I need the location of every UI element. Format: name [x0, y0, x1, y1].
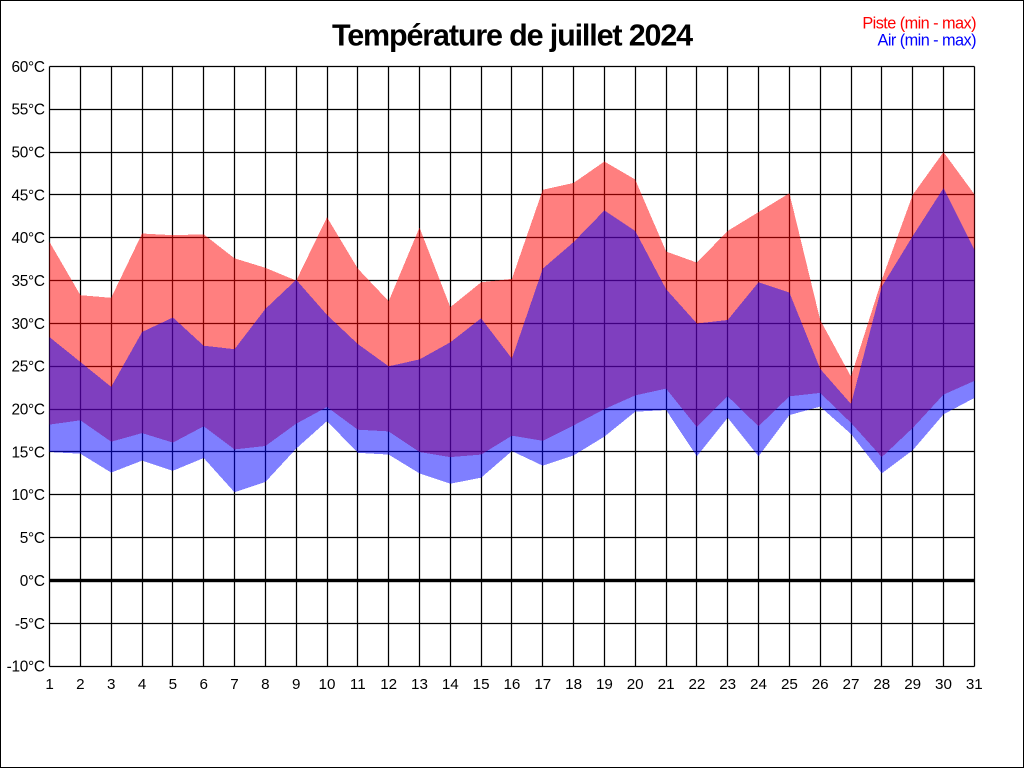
svg-text:6: 6	[199, 676, 207, 693]
svg-text:10°C: 10°C	[11, 487, 44, 504]
svg-text:3: 3	[107, 676, 115, 693]
svg-text:Air (min - max): Air (min - max)	[878, 31, 977, 49]
svg-text:24: 24	[750, 676, 767, 693]
svg-text:12: 12	[380, 676, 397, 693]
svg-text:26: 26	[812, 676, 829, 693]
svg-text:45°C: 45°C	[11, 187, 44, 204]
svg-text:28: 28	[873, 676, 890, 693]
svg-text:16: 16	[503, 676, 520, 693]
svg-text:40°C: 40°C	[11, 230, 44, 247]
svg-text:Piste (min - max): Piste (min - max)	[862, 15, 976, 33]
svg-text:13: 13	[411, 676, 428, 693]
svg-text:9: 9	[292, 676, 300, 693]
svg-text:14: 14	[442, 676, 459, 693]
svg-text:35°C: 35°C	[11, 273, 44, 290]
svg-text:10: 10	[319, 676, 336, 693]
svg-text:2: 2	[76, 676, 84, 693]
svg-text:18: 18	[565, 676, 582, 693]
svg-text:55°C: 55°C	[11, 102, 44, 119]
svg-text:50°C: 50°C	[11, 145, 44, 162]
svg-text:4: 4	[138, 676, 146, 693]
svg-text:19: 19	[596, 676, 613, 693]
svg-text:25°C: 25°C	[11, 359, 44, 376]
svg-text:20°C: 20°C	[11, 402, 44, 419]
svg-text:20: 20	[627, 676, 644, 693]
svg-text:15: 15	[473, 676, 490, 693]
svg-text:27: 27	[843, 676, 860, 693]
svg-text:30°C: 30°C	[11, 316, 44, 333]
svg-text:7: 7	[230, 676, 238, 693]
svg-text:25: 25	[781, 676, 798, 693]
svg-text:Température de juillet 2024: Température de juillet 2024	[332, 19, 693, 53]
svg-text:5: 5	[169, 676, 177, 693]
svg-text:8: 8	[261, 676, 269, 693]
svg-text:60°C: 60°C	[11, 59, 44, 76]
svg-text:-5°C: -5°C	[15, 616, 45, 633]
svg-text:17: 17	[534, 676, 551, 693]
svg-text:29: 29	[904, 676, 921, 693]
svg-text:-10°C: -10°C	[7, 659, 45, 676]
svg-text:1: 1	[45, 676, 53, 693]
svg-text:30: 30	[935, 676, 952, 693]
svg-text:5°C: 5°C	[20, 530, 45, 547]
svg-text:15°C: 15°C	[11, 444, 44, 461]
svg-text:0°C: 0°C	[20, 573, 45, 590]
svg-text:22: 22	[688, 676, 705, 693]
svg-text:21: 21	[658, 676, 675, 693]
svg-text:11: 11	[350, 676, 366, 693]
svg-text:31: 31	[966, 676, 983, 693]
svg-text:23: 23	[719, 676, 736, 693]
